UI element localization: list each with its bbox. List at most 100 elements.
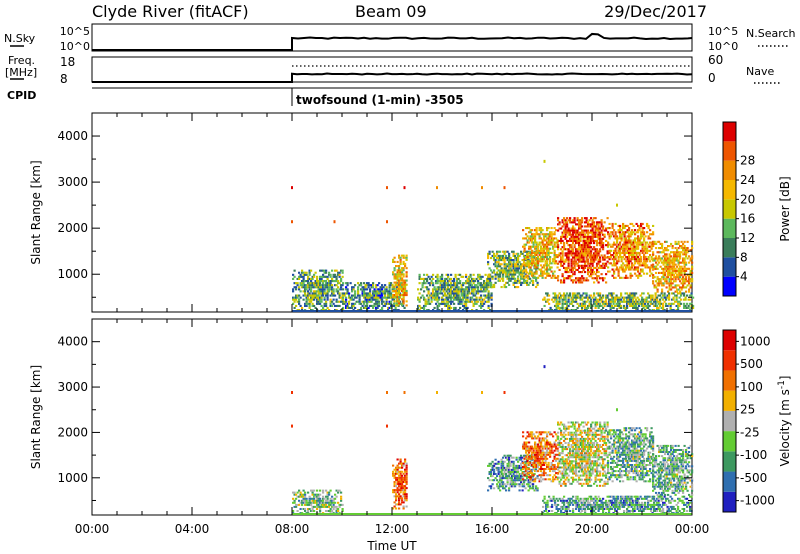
echo-cell [569, 229, 572, 232]
echo-cell [325, 503, 328, 506]
echo-cell [567, 300, 570, 303]
echo-cell [588, 248, 591, 251]
echo-cell [526, 227, 529, 230]
echo-cell [576, 279, 579, 282]
echo-cell [649, 249, 652, 252]
echo-cell [546, 453, 549, 456]
echo-cell [599, 292, 602, 295]
echo-cell [401, 470, 404, 473]
echo-cell [505, 456, 508, 459]
echo-cell [352, 298, 355, 301]
echo-cell [499, 485, 502, 488]
echo-cell [525, 227, 528, 230]
echo-cell [668, 257, 671, 260]
echo-cell [567, 229, 570, 232]
echo-cell [305, 497, 308, 500]
echo-cell [322, 275, 325, 278]
echo-cell [537, 256, 540, 259]
echo-cell [313, 286, 316, 289]
echo-cell [572, 233, 575, 236]
echo-cell [552, 239, 555, 242]
echo-cell [358, 284, 361, 287]
echo-cell [322, 269, 325, 272]
echo-cell [591, 219, 594, 222]
echo-cell [512, 273, 515, 276]
echo-cell [628, 241, 631, 244]
echo-cell [302, 271, 305, 274]
echo-cell [641, 245, 644, 248]
echo-cell [629, 251, 632, 254]
echo-cell [392, 271, 395, 274]
echo-cell [442, 294, 445, 297]
echo-cell [588, 223, 591, 226]
echo-cell [531, 239, 534, 242]
echo-cell [531, 433, 534, 436]
echo-cell [558, 300, 561, 303]
echo-cell [668, 263, 671, 266]
echo-cell [518, 267, 521, 270]
echo-cell [563, 298, 566, 301]
echo-cell [387, 306, 390, 309]
echo-cell [575, 298, 578, 301]
echo-cell [550, 239, 553, 242]
echo-cell [581, 246, 584, 249]
echo-cell [433, 286, 436, 289]
echo-cell [396, 304, 399, 307]
echo-cell [465, 300, 468, 303]
echo-cell [553, 237, 556, 240]
echo-cell [582, 277, 585, 280]
echo-point [291, 220, 293, 224]
echo-cell [602, 227, 605, 230]
echo-cell [435, 292, 438, 295]
echo-cell [546, 445, 549, 448]
echo-cell [610, 254, 613, 257]
echo-cell [499, 259, 502, 262]
echo-cell [597, 227, 600, 230]
echo-cell [673, 265, 676, 268]
echo-cell [677, 300, 680, 303]
echo-cell [625, 260, 628, 263]
echo-cell [319, 302, 322, 305]
echo-cell [502, 483, 505, 486]
echo-cell [572, 273, 575, 276]
echo-cell [341, 503, 344, 506]
echo-cell [357, 288, 360, 291]
echo-cell [590, 252, 593, 255]
echo-cell [529, 266, 532, 269]
echo-cell [493, 283, 496, 286]
echo-cell [537, 233, 540, 236]
echo-cell [572, 225, 575, 228]
echo-cell [614, 237, 617, 240]
echo-cell [465, 273, 468, 276]
echo-cell [525, 443, 528, 446]
echo-cell [438, 292, 441, 295]
echo-cell [593, 300, 596, 303]
echo-cell [466, 286, 469, 289]
echo-cell [613, 276, 616, 279]
echo-cell [395, 265, 398, 268]
echo-cell [547, 233, 550, 236]
echo-cell [524, 487, 527, 490]
echo-cell [515, 271, 518, 274]
echo-cell [581, 266, 584, 269]
echo-cell [540, 237, 543, 240]
echo-cell [614, 233, 617, 236]
echo-cell [602, 225, 605, 228]
echo-cell [493, 271, 496, 274]
echo-cell [538, 241, 541, 244]
echo-cell [677, 253, 680, 256]
echo-cell [390, 304, 393, 307]
echo-cell [474, 284, 477, 287]
echo-cell [569, 233, 572, 236]
echo-cell [599, 294, 602, 297]
echo-cell [608, 249, 611, 252]
echo-cell [520, 473, 523, 475]
echo-cell [447, 298, 450, 301]
echo-cell [304, 271, 307, 274]
echo-cell [295, 298, 298, 301]
echo-cell [588, 256, 591, 259]
echo-cell [319, 280, 322, 283]
echo-cell [292, 290, 295, 293]
echo-cell [546, 229, 549, 232]
echo-cell [515, 257, 518, 260]
